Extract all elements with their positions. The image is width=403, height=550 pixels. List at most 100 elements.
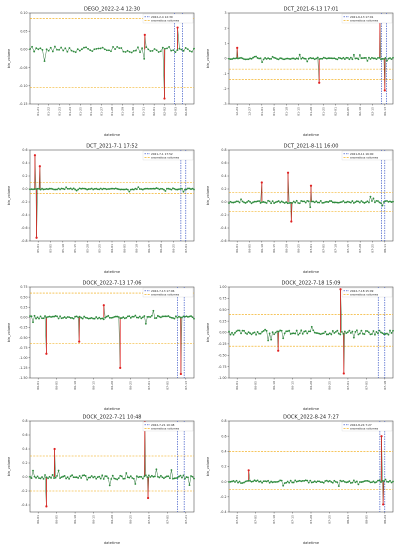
data-point <box>307 57 310 60</box>
data-point <box>36 316 39 319</box>
legend-anomalous-label: anomalous volumes <box>350 293 379 297</box>
data-point <box>155 187 158 189</box>
data-point <box>352 202 355 204</box>
data-point <box>238 480 241 483</box>
data-point <box>193 188 195 191</box>
data-point <box>372 480 375 483</box>
y-tick-label: 0.4 <box>221 174 226 178</box>
data-point <box>357 58 360 61</box>
chart-panel-8: DOCK_2022-8-24 7:27 0.8 0.6 0.4 0.2 0.0 -0.2 -0… <box>203 412 399 546</box>
data-point <box>99 187 102 190</box>
data-point <box>243 201 245 204</box>
data-point <box>179 474 182 477</box>
x-tick-label: 06-20 <box>110 381 114 390</box>
chart-panel-6: DOCK_2022-7-18 15:09 1.00 0.75 0.50 0.25 0.00… <box>203 278 399 412</box>
data-point <box>362 201 364 204</box>
anomaly-point <box>45 352 48 355</box>
data-point <box>292 332 295 335</box>
data-point <box>107 188 110 190</box>
y-tick-label: -0.25 <box>19 326 27 330</box>
data-point <box>33 475 36 478</box>
data-point <box>297 333 300 336</box>
data-point <box>105 315 108 318</box>
data-point <box>342 56 345 59</box>
data-point <box>111 187 114 190</box>
data-point <box>104 475 107 478</box>
y-axis-label: bin_volume <box>7 323 11 343</box>
data-point <box>345 201 348 204</box>
data-point <box>321 481 324 484</box>
data-point <box>273 480 276 483</box>
data-point <box>149 476 152 478</box>
data-point <box>327 333 330 336</box>
data-point <box>124 51 127 53</box>
data-point <box>188 315 191 318</box>
data-point <box>240 332 242 335</box>
data-point <box>279 479 282 482</box>
data-point <box>180 48 183 51</box>
data-point <box>32 469 34 472</box>
data-point <box>101 46 104 49</box>
data-point <box>345 332 348 335</box>
chart-svg: DCT_2021-6-13 17:01 3 2 1 0 -1 -2 -3 bin_volume 1… <box>206 7 394 137</box>
data-point <box>345 56 348 59</box>
data-point <box>228 330 230 333</box>
y-tick-label: 0.2 <box>221 187 226 191</box>
y-tick-label: -0.50 <box>218 353 226 357</box>
data-point <box>306 479 309 482</box>
data-point <box>365 201 367 204</box>
y-tick-label: -0.4 <box>21 213 27 217</box>
data-point <box>48 187 51 190</box>
data-point <box>112 45 114 48</box>
data-point <box>358 332 361 335</box>
legend-anomalous-label: anomalous volumes <box>151 427 180 431</box>
data-point <box>63 475 66 477</box>
data-point <box>334 330 337 333</box>
data-point <box>128 476 131 479</box>
data-point <box>35 317 37 320</box>
data-point <box>50 316 52 318</box>
x-axis-label: datetime <box>104 133 121 137</box>
data-point <box>105 188 108 191</box>
data-point <box>135 316 138 319</box>
data-point <box>151 49 154 52</box>
data-point <box>89 476 92 479</box>
data-point <box>371 200 373 202</box>
anomaly-point <box>342 372 345 375</box>
data-point <box>235 479 238 482</box>
y-tick-label: 0.25 <box>20 305 27 309</box>
data-point <box>258 480 260 483</box>
data-point <box>309 479 312 482</box>
data-point <box>175 477 177 480</box>
data-point <box>297 202 300 204</box>
data-point <box>297 58 300 60</box>
data-point <box>63 188 66 191</box>
data-point <box>84 187 87 190</box>
data-point <box>285 201 288 203</box>
data-point <box>285 481 288 484</box>
data-point <box>340 480 343 483</box>
x-tick-label: 08-01 <box>346 515 350 524</box>
y-tick-label: -0.2 <box>220 495 226 499</box>
x-tick-label: 02-03 <box>173 107 177 116</box>
data-point <box>250 333 253 336</box>
data-point <box>134 483 137 485</box>
y-tick-label: 0.50 <box>219 308 226 312</box>
data-point <box>261 61 264 64</box>
data-point <box>390 201 393 203</box>
legend-anomalous-label: anomalous volumes <box>350 156 379 160</box>
data-point <box>375 58 378 61</box>
data-point <box>47 49 50 52</box>
data-point <box>349 201 352 204</box>
x-tick-label: 08-11 <box>383 244 387 253</box>
data-point <box>358 201 361 204</box>
data-point <box>318 201 321 204</box>
data-point <box>98 316 101 319</box>
data-point <box>256 200 259 203</box>
data-point <box>360 57 363 60</box>
data-point <box>304 479 307 482</box>
anomaly-point <box>260 181 263 184</box>
y-tick-label: -1 <box>223 72 226 76</box>
data-point <box>144 187 147 190</box>
